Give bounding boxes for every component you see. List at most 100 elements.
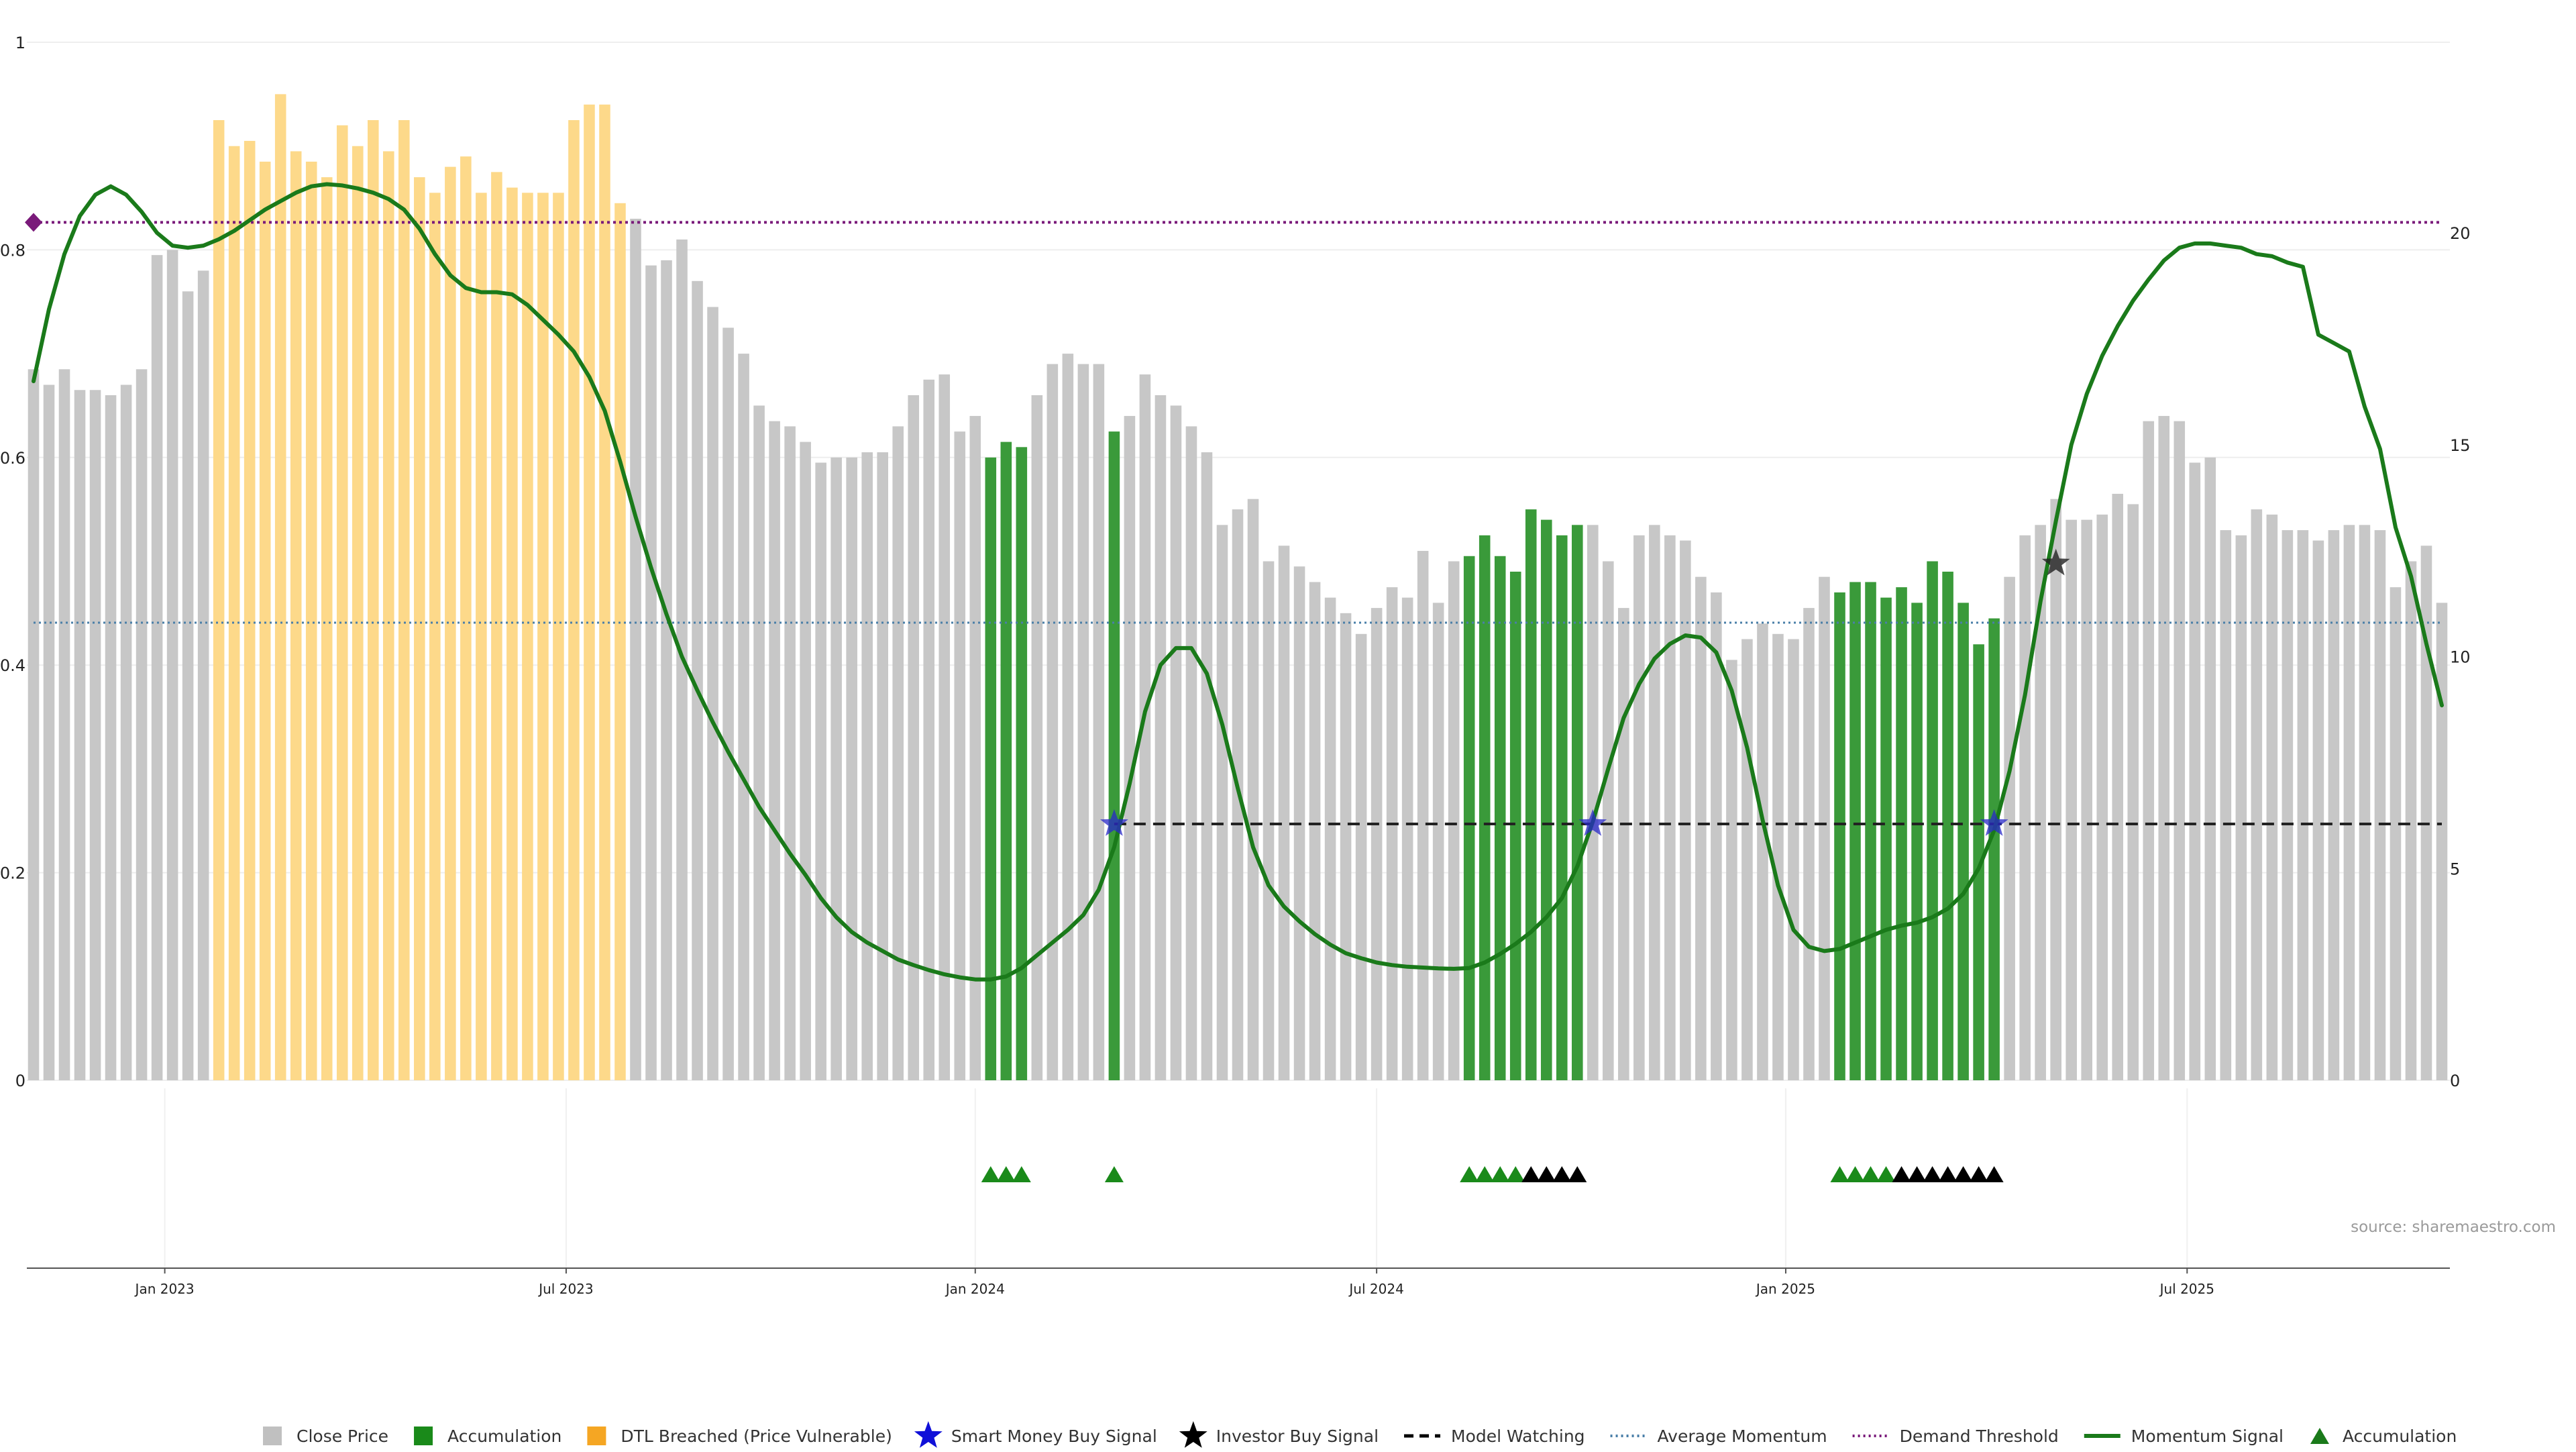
close-price-bar xyxy=(1772,633,1784,1080)
close-price-bar xyxy=(28,369,40,1081)
legend-label: Demand Threshold xyxy=(1900,1427,2059,1446)
close-price-bar xyxy=(1695,576,1707,1080)
legend-label: Accumulation xyxy=(2343,1427,2457,1446)
legend-item: Model Watching xyxy=(1404,1427,1585,1446)
legend-triangle-icon xyxy=(2310,1428,2329,1444)
right-y-tick-label: 10 xyxy=(2450,648,2471,667)
close-price-bar xyxy=(2143,421,2155,1080)
accumulation-triangles xyxy=(981,1166,2004,1182)
reference-lines xyxy=(34,221,2442,825)
close-price-bar xyxy=(753,405,765,1080)
legend-label: Average Momentum xyxy=(1658,1427,1827,1446)
close-price-bar xyxy=(1371,608,1383,1080)
legend-item: Demand Threshold xyxy=(1852,1427,2059,1446)
smart-money-buy-star xyxy=(1578,809,1607,836)
close-price-bar xyxy=(1216,525,1228,1080)
close-price-bar xyxy=(630,218,641,1080)
close-price-bar xyxy=(1155,395,1167,1080)
legend-item: Smart Money Buy Signal xyxy=(914,1421,1157,1448)
close-price-bar xyxy=(1757,623,1768,1080)
close-price-bar xyxy=(2266,514,2278,1080)
price-bars xyxy=(28,94,2448,1081)
legend-label: Close Price xyxy=(297,1427,388,1446)
accumulation-triangle-dark xyxy=(1938,1166,1957,1182)
close-price-bar xyxy=(1448,561,1460,1080)
accumulation-triangle-dark xyxy=(1953,1166,1973,1182)
accumulation-bar xyxy=(985,457,997,1080)
accumulation-bar xyxy=(1988,618,2000,1080)
dtl-breached-bar xyxy=(491,172,502,1080)
accumulation-triangle-dark xyxy=(1568,1166,1587,1182)
accumulation-triangle-dark xyxy=(1892,1166,1911,1182)
close-price-bar xyxy=(1309,582,1321,1080)
close-price-bar xyxy=(136,369,148,1081)
close-price-bar xyxy=(2065,519,2077,1080)
accumulation-bar xyxy=(1108,431,1120,1080)
accumulation-triangle xyxy=(1475,1166,1495,1182)
close-price-bar xyxy=(1603,561,1614,1080)
accumulation-bar xyxy=(1865,582,1876,1080)
dtl-breached-bar xyxy=(213,120,225,1080)
close-price-bar xyxy=(800,442,811,1080)
left-y-tick-label: 0.8 xyxy=(0,241,25,260)
close-price-bar xyxy=(2328,530,2340,1080)
dtl-breached-bar xyxy=(274,94,286,1081)
accumulation-triangle-dark xyxy=(1537,1166,1556,1182)
close-price-bar xyxy=(89,390,101,1080)
close-price-bar xyxy=(2204,457,2216,1080)
close-price-bar xyxy=(846,457,857,1080)
close-price-bar xyxy=(661,260,672,1080)
close-price-bar xyxy=(1139,374,1151,1080)
dtl-breached-bar xyxy=(321,177,333,1080)
close-price-bar xyxy=(2235,535,2247,1080)
investor-buy-star xyxy=(2041,548,2070,576)
right-y-tick-label: 5 xyxy=(2450,860,2460,878)
dtl-breached-bar xyxy=(290,151,302,1080)
close-price-bar xyxy=(2251,509,2263,1080)
dtl-breached-bar xyxy=(537,193,549,1081)
accumulation-bar xyxy=(1016,447,1028,1080)
close-price-bar xyxy=(1649,525,1660,1080)
dtl-breached-bar xyxy=(228,146,240,1081)
close-price-bar xyxy=(2158,415,2170,1080)
legend-star-icon xyxy=(1179,1421,1208,1448)
accumulation-bar xyxy=(1463,556,1475,1080)
legend-item: Accumulation xyxy=(2310,1427,2457,1446)
accumulation-triangle xyxy=(1876,1166,1896,1182)
accumulation-bar xyxy=(1957,603,1969,1080)
accumulation-triangle-dark xyxy=(1521,1166,1541,1182)
close-price-bar xyxy=(908,395,920,1080)
close-price-bar xyxy=(1247,499,1259,1080)
dtl-breached-bar xyxy=(553,193,564,1081)
close-price-bar xyxy=(738,354,749,1080)
dtl-breached-bar xyxy=(445,166,456,1080)
close-price-bar xyxy=(182,291,194,1080)
momentum-signal-layer xyxy=(32,182,2444,982)
accumulation-triangle xyxy=(1104,1166,1124,1182)
x-tick-label: Jul 2024 xyxy=(1348,1281,1403,1297)
close-price-bar xyxy=(43,384,55,1080)
x-tick-label: Jan 2025 xyxy=(1755,1281,1815,1297)
accumulation-triangle-dark xyxy=(1984,1166,2004,1182)
legend-item: Accumulation xyxy=(414,1427,561,1446)
legend-label: Investor Buy Signal xyxy=(1216,1427,1379,1446)
accumulation-bar xyxy=(1509,571,1521,1080)
close-price-bar xyxy=(722,327,734,1080)
accumulation-triangle xyxy=(1012,1166,1031,1182)
close-price-bar xyxy=(1401,597,1413,1080)
dtl-breached-bar xyxy=(367,120,379,1080)
close-price-bar xyxy=(1386,587,1398,1080)
legend-label: Smart Money Buy Signal xyxy=(951,1427,1157,1446)
close-price-bar xyxy=(1031,395,1043,1080)
dtl-breached-bar xyxy=(259,161,271,1080)
dtl-breached-bar xyxy=(460,156,472,1080)
right-y-tick-label: 20 xyxy=(2450,224,2471,243)
accumulation-bar xyxy=(1571,525,1583,1080)
close-price-bar xyxy=(2220,530,2232,1080)
close-price-bar xyxy=(120,384,132,1080)
close-price-bar xyxy=(2282,530,2294,1080)
close-price-bar xyxy=(1432,603,1444,1080)
close-price-bar xyxy=(1788,639,1799,1080)
dtl-breached-bar xyxy=(414,177,425,1080)
